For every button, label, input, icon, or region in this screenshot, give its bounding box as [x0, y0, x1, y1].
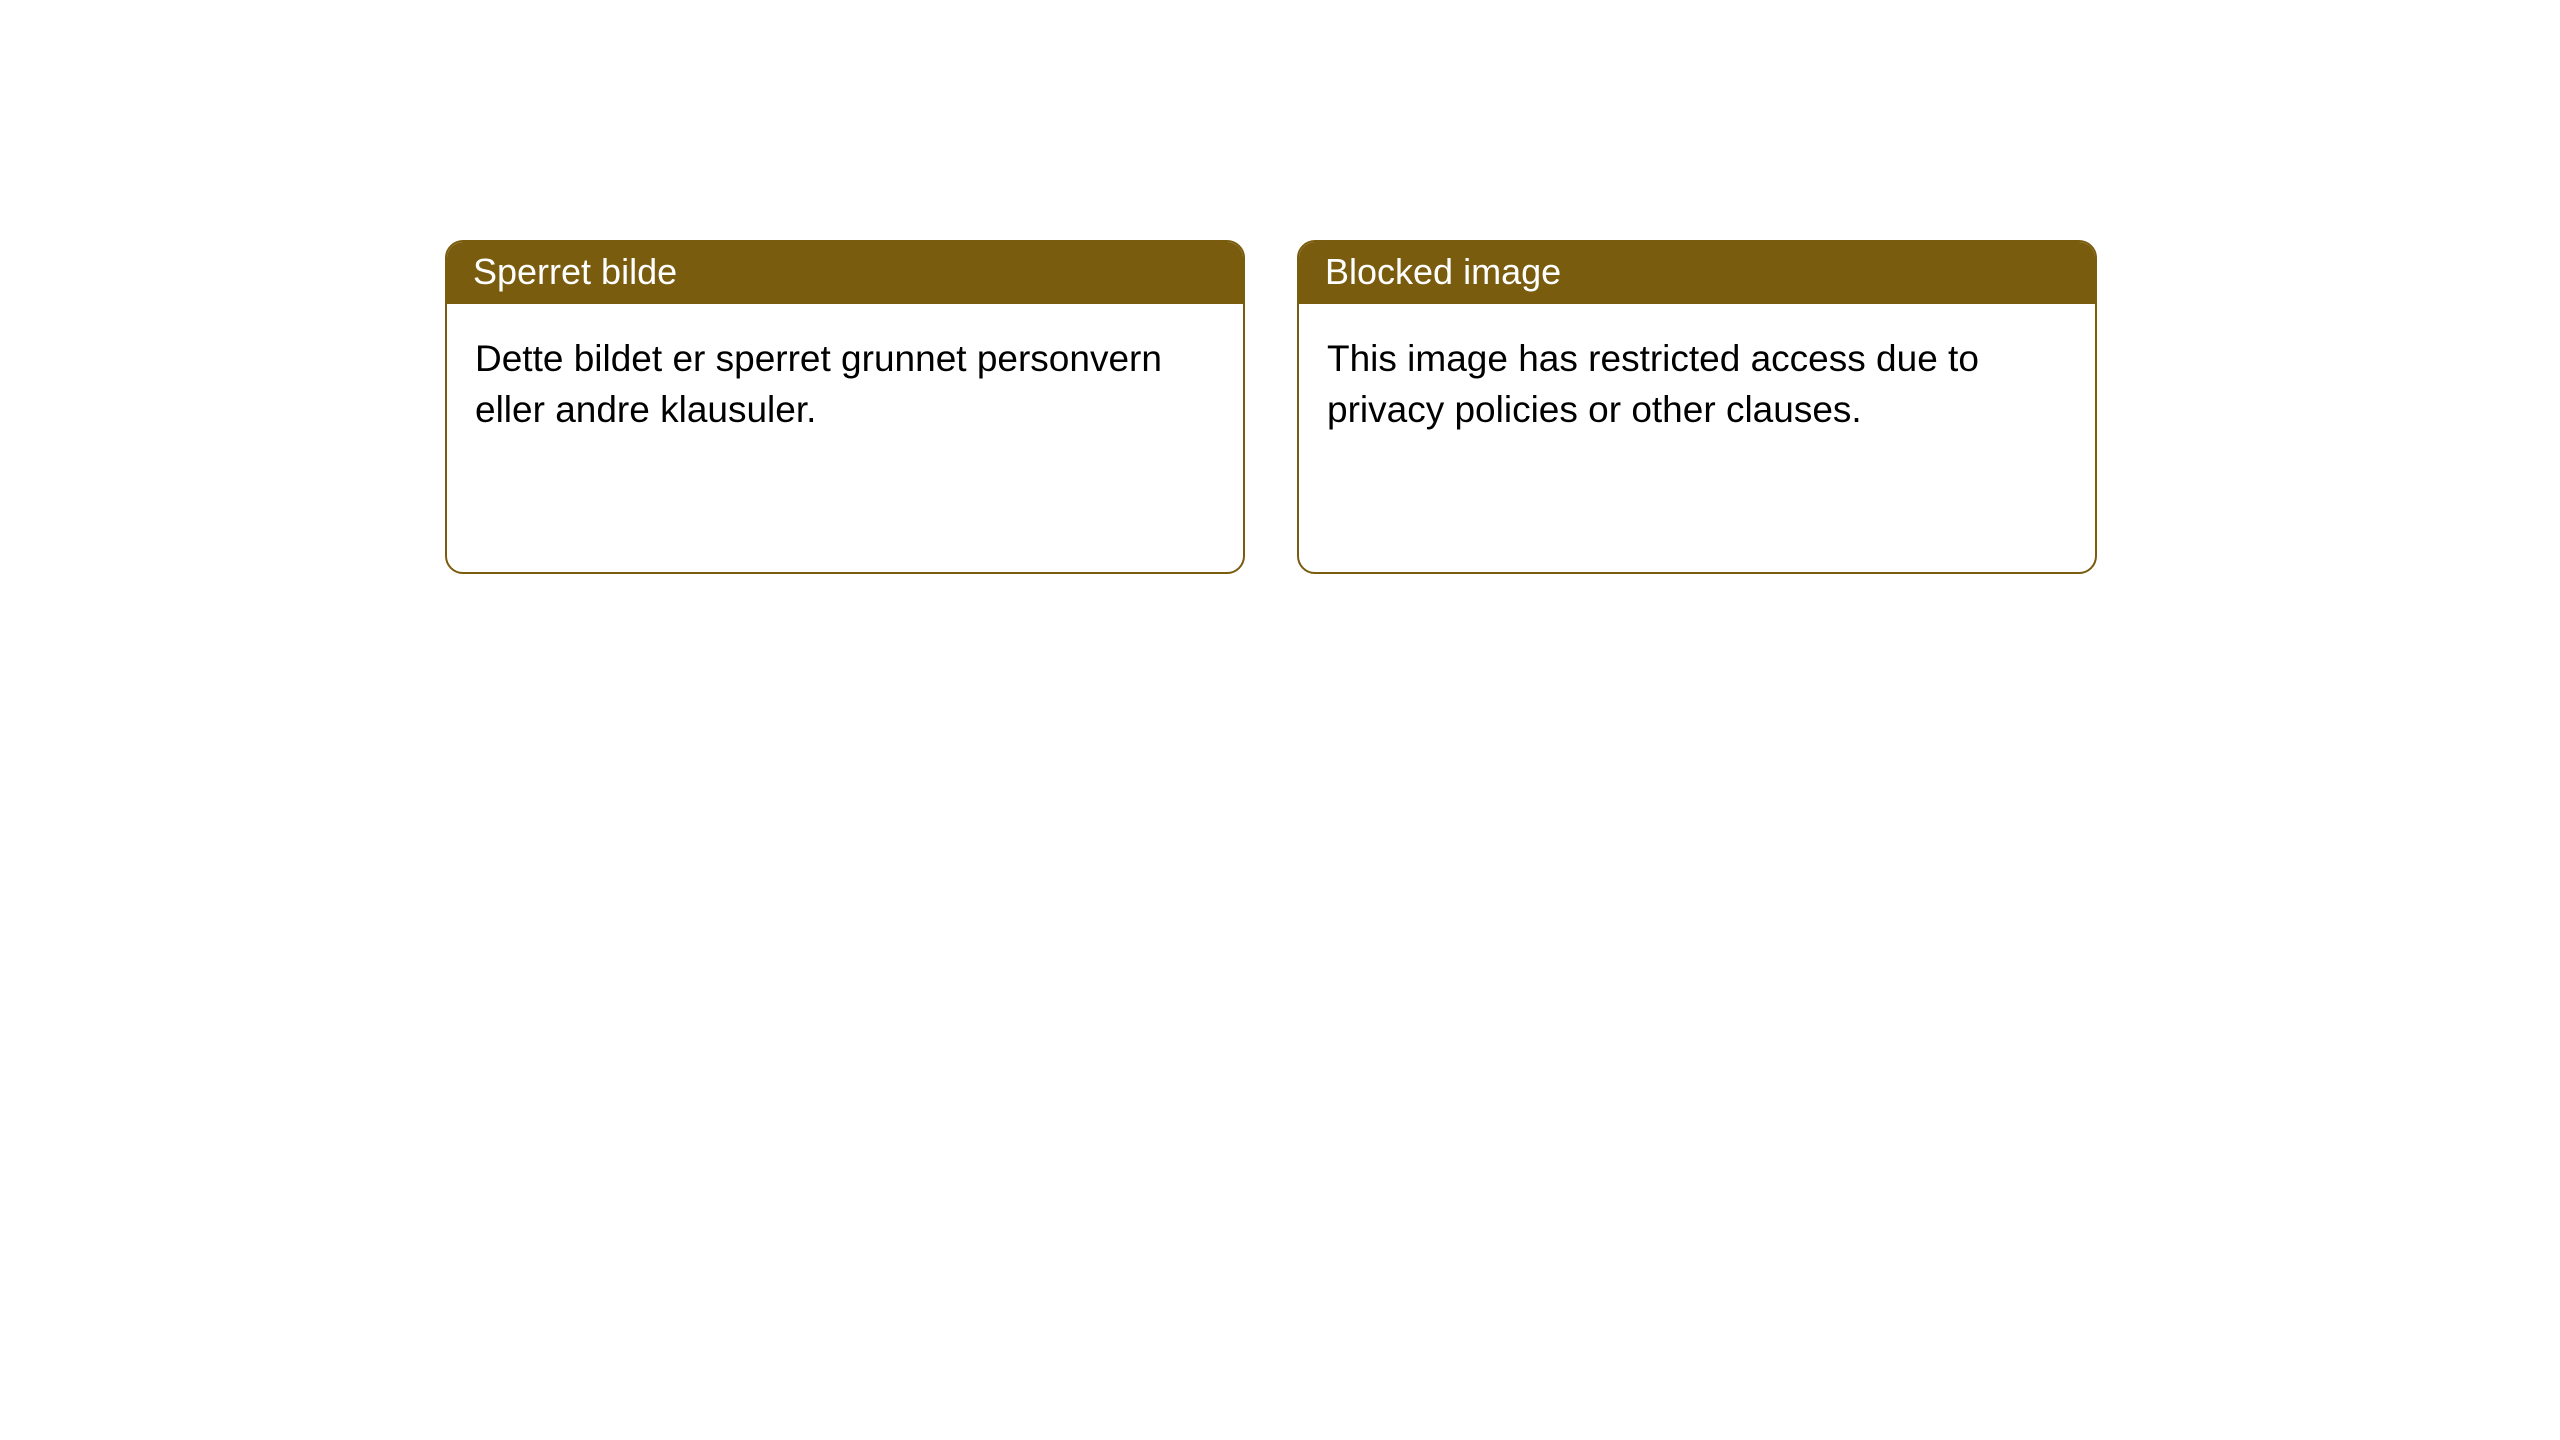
notice-body: Dette bildet er sperret grunnet personve… — [447, 304, 1243, 465]
notice-card-norwegian: Sperret bilde Dette bildet er sperret gr… — [445, 240, 1245, 574]
notice-body: This image has restricted access due to … — [1299, 304, 2095, 465]
notice-card-english: Blocked image This image has restricted … — [1297, 240, 2097, 574]
notice-header: Blocked image — [1299, 242, 2095, 304]
notice-header: Sperret bilde — [447, 242, 1243, 304]
notice-container: Sperret bilde Dette bildet er sperret gr… — [0, 0, 2560, 574]
